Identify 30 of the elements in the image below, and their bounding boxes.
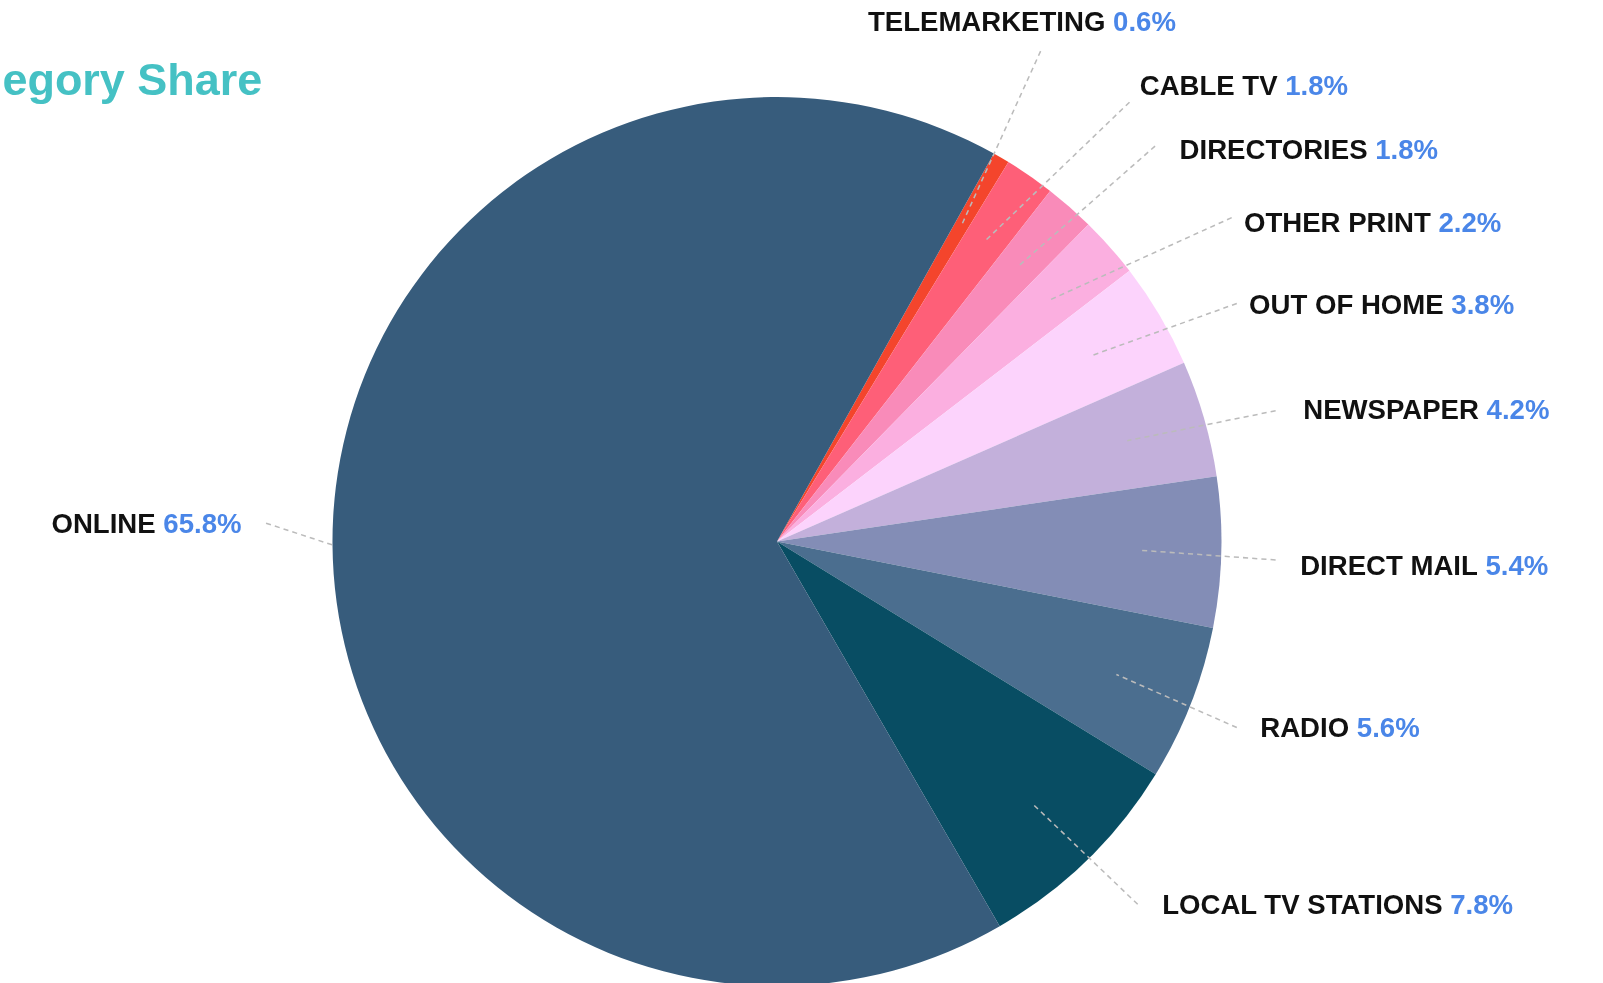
data-label: 1.8% [1277, 70, 1349, 102]
pie-slice [776, 541, 1214, 775]
data-label: 4.2% [1478, 393, 1550, 425]
data-label: 3.8% [1443, 288, 1515, 320]
slice-label: LOCAL TV STATIONS [1162, 888, 1443, 920]
pie-slice [776, 541, 1156, 927]
slice-label: DIRECTORIES [1179, 134, 1368, 166]
slice-label: DIRECT MAIL [1300, 550, 1478, 582]
pie-slice [776, 190, 1089, 542]
slice-label: OTHER PRINT [1243, 206, 1432, 238]
pie-slice [776, 270, 1184, 542]
data-label: 5.4% [1477, 550, 1549, 582]
slice-label: TELEMARKETING [867, 5, 1106, 37]
slice-label: OUT OF HOME [1249, 288, 1444, 320]
data-label: 2.2% [1430, 206, 1502, 238]
slice-label: RADIO [1260, 711, 1350, 743]
text: egory Share [2, 54, 263, 106]
pie-slice [333, 97, 1000, 983]
pie-slice [776, 476, 1222, 628]
data-label: 1.8% [1367, 134, 1439, 166]
data-label: 65.8% [155, 508, 242, 540]
pie-slice [776, 162, 1051, 542]
data-label: 7.8% [1442, 888, 1514, 920]
pie-slice [776, 362, 1217, 542]
slice-label: CABLE TV [1139, 70, 1279, 102]
slice-label: ONLINE [51, 508, 156, 540]
data-label: 0.6% [1105, 5, 1176, 37]
slice-label: NEWSPAPER [1303, 393, 1479, 425]
data-label: 5.6% [1349, 711, 1420, 743]
pie-slice [776, 224, 1130, 542]
